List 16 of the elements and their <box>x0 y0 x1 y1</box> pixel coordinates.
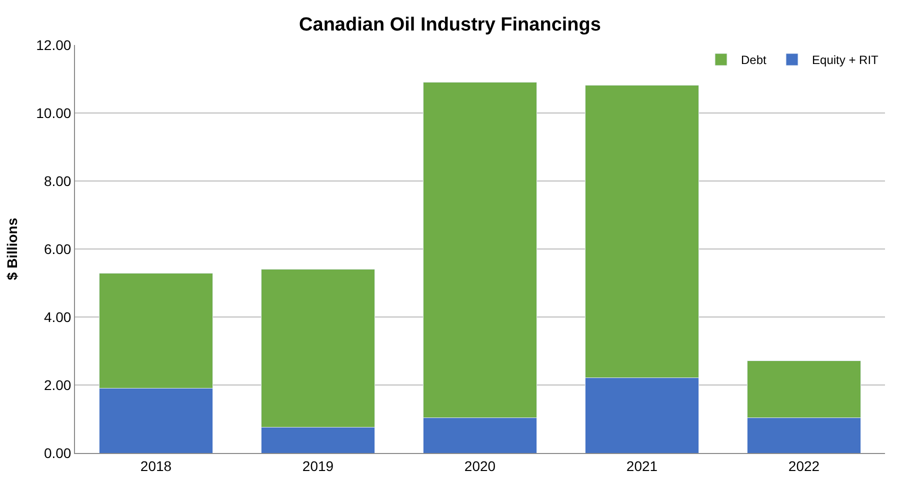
x-tick-label: 2018 <box>140 458 172 474</box>
legend-label: Debt <box>741 53 768 68</box>
legend-label: Equity + RIT <box>812 53 880 68</box>
x-tick-label: 2022 <box>788 458 820 474</box>
y-tick-label: 8.00 <box>44 172 72 189</box>
y-tick-label: 6.00 <box>44 240 72 257</box>
x-tick-label: 2021 <box>626 458 658 474</box>
y-tick-label: 10.00 <box>36 104 72 121</box>
y-tick-label: 0.00 <box>44 444 72 461</box>
chart-title: Canadian Oil Industry Financings <box>299 14 601 36</box>
x-tick-label: 2019 <box>302 458 334 474</box>
y-tick-label: 12.00 <box>36 36 72 53</box>
y-axis-title: $ Billions <box>4 218 20 280</box>
x-tick-label: 2020 <box>464 458 496 474</box>
y-tick-label: 2.00 <box>44 376 72 393</box>
y-tick-label: 4.00 <box>44 308 72 325</box>
